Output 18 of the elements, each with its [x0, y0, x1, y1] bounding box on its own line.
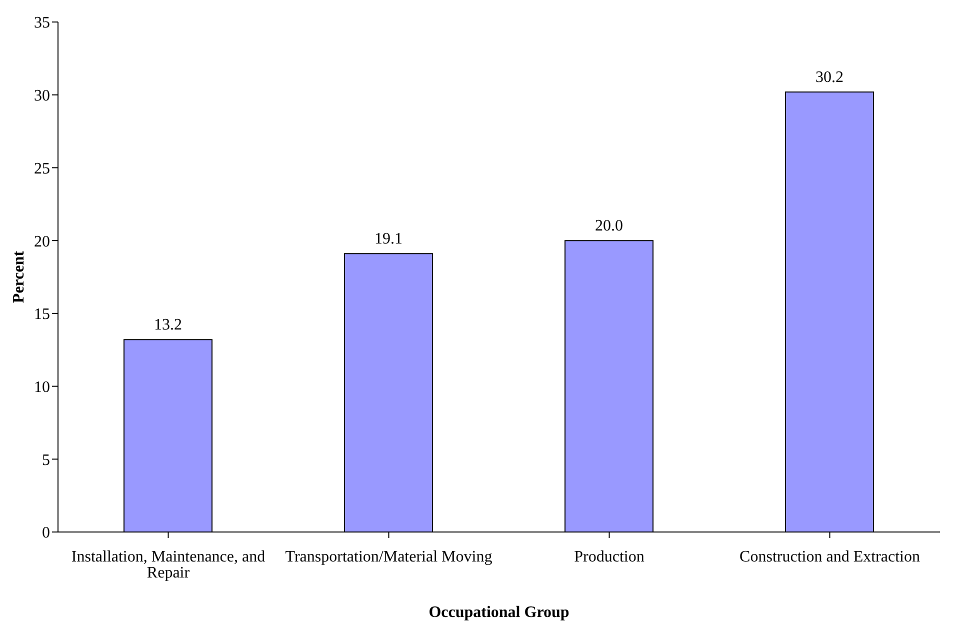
- x-tick-label: Transportation/Material Moving: [285, 548, 492, 566]
- data-label: 20.0: [595, 218, 623, 235]
- x-tick-label: Production: [574, 548, 644, 566]
- y-axis-title: Percent: [10, 250, 28, 304]
- y-tick-label: 30: [34, 88, 50, 105]
- x-tick-label: Construction and Extraction: [740, 548, 920, 566]
- y-tick-label: 0: [42, 524, 50, 542]
- data-label: 30.2: [816, 68, 844, 86]
- data-label: 19.1: [374, 230, 402, 248]
- y-tick-label: 35: [34, 14, 50, 32]
- y-tick-label: 20: [34, 233, 50, 250]
- y-tick-label: 10: [34, 378, 50, 396]
- data-label: 13.2: [154, 316, 182, 334]
- y-tick-label: 15: [34, 306, 50, 324]
- x-axis-title: Occupational Group: [428, 604, 570, 621]
- y-tick-label: 5: [42, 452, 50, 469]
- x-tick-label: Installation, Maintenance, and Repair: [71, 548, 266, 582]
- y-tick-label: 25: [34, 160, 50, 178]
